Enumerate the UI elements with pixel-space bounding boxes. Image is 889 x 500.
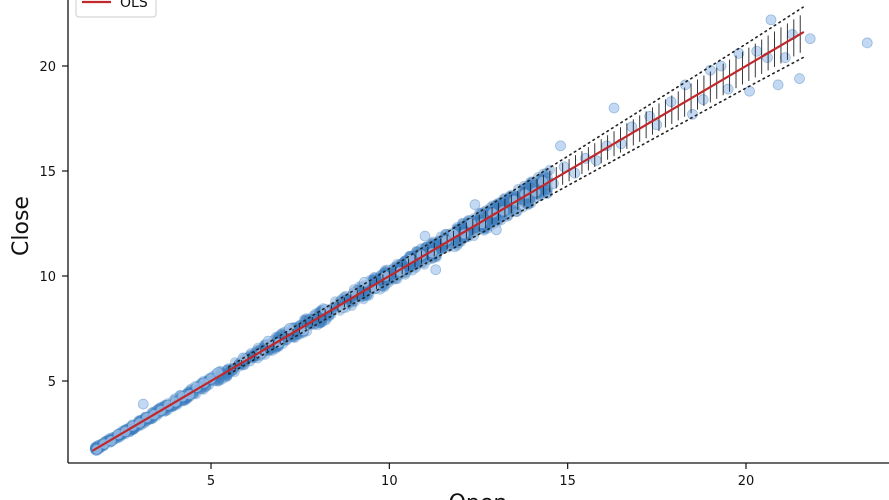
data-point (284, 323, 295, 334)
data-point (665, 96, 677, 108)
data-point (779, 52, 791, 63)
data-point (490, 224, 502, 236)
data-point (794, 73, 805, 84)
y-axis-title: Close (9, 196, 34, 256)
data-point (697, 94, 709, 105)
legend-ols-label: OLS (120, 0, 148, 11)
data-point (861, 37, 873, 49)
x-tick-label: 10 (381, 474, 398, 489)
legend-box (75, 0, 157, 18)
data-point (608, 102, 620, 114)
data-point (569, 167, 581, 179)
prediction-band-upper (228, 6, 804, 368)
data-point (751, 45, 763, 57)
legend: OLS (75, 0, 157, 18)
x-axis-ticks: 5 10 15 20 (207, 463, 754, 489)
y-tick-label: 15 (39, 165, 56, 180)
y-tick-label: 5 (48, 375, 56, 390)
y-axis-ticks: 5 10 15 20 (39, 60, 68, 390)
data-point (765, 14, 777, 26)
x-tick-label: 20 (738, 474, 755, 489)
data-point (722, 83, 734, 95)
data-point (262, 335, 274, 347)
data-point (772, 79, 784, 91)
data-point (687, 108, 698, 120)
ols-fit-line (92, 31, 805, 452)
y-tick-label: 20 (39, 60, 56, 75)
data-point (680, 79, 691, 91)
prediction-band-lower (228, 56, 804, 375)
data-point (419, 230, 431, 242)
data-point (430, 264, 442, 276)
data-point (804, 33, 816, 45)
y-tick-label: 10 (39, 270, 56, 285)
x-axis-title: Open (449, 491, 508, 500)
x-tick-label: 5 (207, 474, 215, 489)
data-point (744, 85, 755, 97)
data-point (469, 199, 481, 210)
data-point (555, 140, 566, 152)
data-point (137, 398, 149, 410)
x-tick-label: 15 (559, 474, 576, 489)
data-point (715, 60, 727, 72)
prediction-bands (228, 6, 804, 375)
data-point (359, 276, 370, 288)
